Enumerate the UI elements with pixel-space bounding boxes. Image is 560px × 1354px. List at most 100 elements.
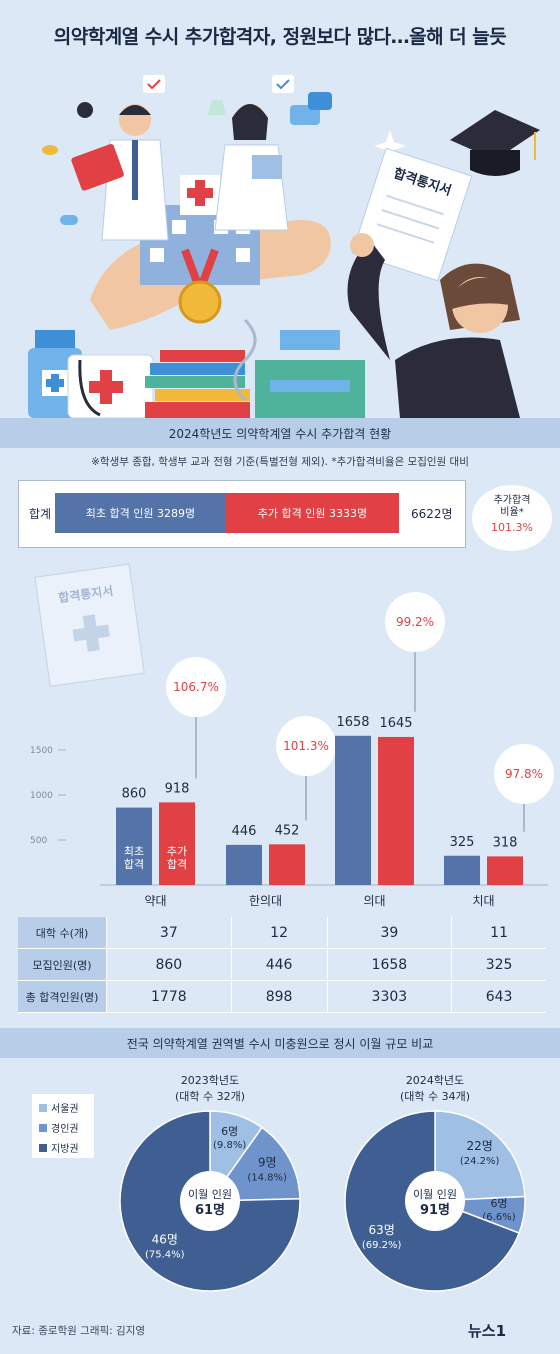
legend-item-gyeongin: 경인권 — [39, 1120, 94, 1135]
section2-title: 전국 의약학계열 권역별 수시 미충원으로 정시 이월 규모 비교 — [126, 1036, 434, 1051]
legend-swatch — [39, 1143, 47, 1152]
pie-charts: 6명(9.8%)9명(14.8%)46명(75.4%)이월 인원61명22명(2… — [119, 1110, 526, 1292]
bar-additional — [487, 856, 523, 885]
table-cell: 11 — [451, 917, 546, 949]
table-cell: 3303 — [326, 980, 452, 1013]
additional-total-bar: 추가 합격 인원 3333명 — [225, 493, 399, 533]
pie-center — [180, 1171, 240, 1231]
medical-kit-icon — [67, 354, 154, 418]
section-title-bar: 2024학년도 의약학계열 수시 추가합격 현황 — [0, 418, 560, 448]
student-figure — [347, 233, 520, 418]
table-row-header: 총 합격인원(명) — [18, 980, 107, 1013]
pie-slice-percent: (9.8%) — [213, 1140, 246, 1151]
pie-slice-label: 6명 — [490, 1197, 507, 1210]
pie-center-value: 91명 — [420, 1202, 450, 1218]
y-tick-label: 500 — [30, 836, 47, 846]
bar-inner-label: 추가 — [167, 845, 187, 858]
table-row-header: 모집인원(명) — [18, 948, 107, 981]
legend-item-regional: 지방권 — [39, 1140, 94, 1155]
table-cell: 12 — [230, 917, 328, 949]
ratio-bubble — [494, 744, 554, 804]
ratio-value: 101.3% — [491, 521, 533, 534]
initial-total-label: 최초 합격 인원 3289명 — [85, 507, 196, 520]
category-label: 의대 — [363, 894, 385, 908]
pie-slice-label: 6명 — [221, 1125, 238, 1138]
pie-legend: 서울권 경인권 지방권 — [32, 1094, 94, 1158]
page-header: 의약학계열 수시 추가합격자, 정원보다 많다…올해 더 늘듯 — [0, 0, 560, 70]
bar-inner-label: 합격 — [167, 858, 187, 871]
table-cell: 446 — [230, 948, 328, 981]
pie-slice-label: 46명 — [152, 1232, 178, 1246]
pie-center-label: 이월 인원 — [413, 1188, 457, 1201]
table-row: 총 합격인원(명) 1778 898 3303 643 — [18, 980, 546, 1013]
pie-2024-title-block: 2024학년도 (대학 수 34개) — [355, 1072, 515, 1104]
pie-slice-percent: (69.2%) — [362, 1240, 402, 1251]
bar-initial — [335, 735, 371, 885]
logo-text: 뉴스1 — [468, 1321, 507, 1340]
pie-2024-subtitle: (대학 수 34개) — [399, 1090, 471, 1103]
certificate-decor: 합격통지서 — [34, 563, 145, 687]
category-label: 한의대 — [249, 894, 282, 908]
table-cell: 860 — [106, 948, 232, 981]
header-illustration: 합격통지서 — [0, 70, 560, 418]
pie-slice-label: 9명 — [258, 1155, 277, 1169]
table-cell: 1658 — [326, 948, 452, 981]
additional-total-label: 추가 합격 인원 3333명 — [257, 507, 368, 520]
pie-center — [405, 1171, 465, 1231]
pie-slice — [434, 1110, 526, 1202]
ratio-title: 추가합격 비율* — [493, 495, 531, 518]
table-cell: 39 — [326, 917, 452, 949]
legend-label: 서울권 — [51, 1104, 79, 1115]
pie-slice-label: 22명 — [466, 1139, 492, 1153]
pie-center-value: 61명 — [195, 1202, 225, 1218]
page-title: 의약학계열 수시 추가합격자, 정원보다 많다…올해 더 늘듯 — [53, 25, 507, 48]
table-row: 모집인원(명) 860 446 1658 325 — [18, 948, 546, 981]
bar-inner-label: 최초 — [124, 845, 144, 858]
bar-value-label: 860 — [122, 787, 147, 802]
pill-bottle-icon — [255, 330, 365, 418]
legend-item-seoul: 서울권 — [39, 1100, 94, 1115]
table-cell: 37 — [106, 917, 232, 949]
initial-total-bar: 최초 합격 인원 3289명 — [55, 493, 226, 533]
certificate-paper: 합격통지서 — [351, 147, 473, 282]
flask-icon — [208, 100, 226, 115]
doctor-figure-2 — [214, 104, 289, 231]
table-cell: 1778 — [106, 980, 232, 1013]
pie-2023-title-block: 2023학년도 (대학 수 32개) — [130, 1072, 290, 1104]
section2-title-bar: 전국 의약학계열 권역별 수시 미충원으로 정시 이월 규모 비교 — [0, 1028, 560, 1058]
grand-total-label: 6622명 — [411, 507, 453, 521]
dna-icon — [233, 318, 257, 402]
bar-value-label: 318 — [493, 835, 518, 850]
bar-value-label: 1645 — [379, 716, 412, 731]
totals-box: 합계 최초 합격 인원 3289명 추가 합격 인원 3333명 6622명 — [18, 480, 466, 548]
ratio-bubble: 추가합격 비율* 101.3% — [472, 485, 552, 551]
ratio-bubble — [276, 716, 336, 776]
ratio-bubble — [166, 657, 226, 717]
ratio-label: 101.3% — [283, 739, 329, 753]
bar-additional — [159, 802, 195, 885]
bar-initial — [444, 855, 480, 885]
bar-value-label: 918 — [165, 781, 190, 796]
medal-icon — [178, 280, 222, 324]
pie-slice-label: 63명 — [368, 1223, 394, 1237]
category-label: 치대 — [472, 894, 494, 908]
pie-slice-percent: (6.6%) — [482, 1212, 515, 1223]
ratio-label: 99.2% — [396, 615, 434, 629]
stats-table: 대학 수(개) 37 12 39 11 모집인원(명) 860 446 1658 325 총 합격인… — [18, 917, 546, 1013]
table-cell: 325 — [451, 948, 546, 981]
totals-row-label: 합계 — [29, 507, 52, 521]
section-title: 2024학년도 의약학계열 수시 추가합격 현황 — [168, 426, 392, 441]
bar-value-label: 325 — [450, 835, 475, 850]
table-row-header: 대학 수(개) — [18, 917, 107, 949]
pie-2023-title: 2023학년도 — [180, 1074, 240, 1087]
bar-additional — [378, 736, 414, 885]
footnote: ※학생부 종합, 학생부 교과 전형 기준(특별전형 제외). *추가합격비율은… — [91, 456, 469, 468]
table-cell: 643 — [451, 980, 546, 1013]
bar-value-label: 1658 — [336, 715, 369, 730]
ratio-bubble — [385, 592, 445, 652]
table-cell: 898 — [230, 980, 328, 1013]
pie-slice-percent: (24.2%) — [460, 1156, 500, 1167]
y-tick-label: 1000 — [30, 791, 53, 801]
legend-label: 경인권 — [51, 1124, 79, 1135]
bar-value-label: 452 — [275, 823, 300, 838]
